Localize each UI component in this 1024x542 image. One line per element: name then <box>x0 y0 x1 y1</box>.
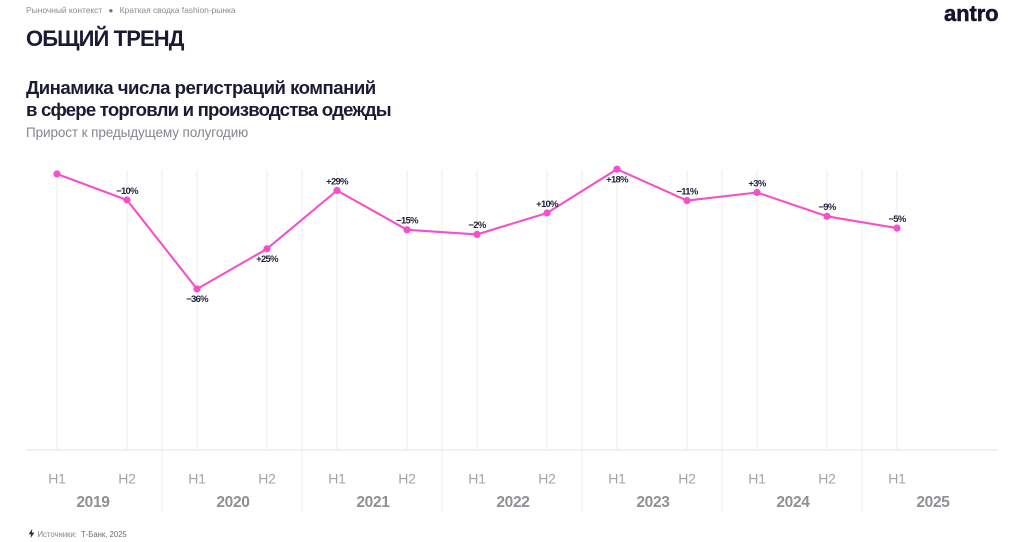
svg-text:H1: H1 <box>608 471 626 487</box>
svg-text:2021: 2021 <box>356 494 390 511</box>
svg-text:−9%: −9% <box>818 202 836 213</box>
svg-text:2024: 2024 <box>776 494 810 511</box>
svg-text:H1: H1 <box>48 471 66 487</box>
svg-text:−11%: −11% <box>676 186 698 197</box>
svg-text:H2: H2 <box>398 471 416 487</box>
svg-text:H2: H2 <box>258 471 276 487</box>
svg-text:−36%: −36% <box>186 294 209 305</box>
svg-text:+25%: +25% <box>256 254 279 265</box>
svg-text:H1: H1 <box>328 471 346 487</box>
svg-text:2025: 2025 <box>916 494 950 511</box>
svg-text:−10%: −10% <box>116 186 139 197</box>
svg-text:2020: 2020 <box>216 494 249 511</box>
svg-text:−2%: −2% <box>468 220 486 231</box>
svg-text:H2: H2 <box>678 471 696 487</box>
svg-text:+3%: +3% <box>748 178 766 189</box>
svg-text:2023: 2023 <box>636 494 670 511</box>
svg-text:−15%: −15% <box>396 216 419 227</box>
svg-text:H1: H1 <box>888 471 906 487</box>
svg-text:+10%: +10% <box>536 199 559 210</box>
svg-text:+18%: +18% <box>606 174 629 185</box>
svg-text:H2: H2 <box>538 471 556 487</box>
svg-text:H2: H2 <box>118 471 136 487</box>
svg-text:+29%: +29% <box>326 176 349 187</box>
svg-text:−5%: −5% <box>888 214 906 225</box>
svg-text:H1: H1 <box>188 471 206 487</box>
svg-text:H1: H1 <box>468 471 486 487</box>
svg-text:2022: 2022 <box>496 494 529 511</box>
svg-text:2019: 2019 <box>76 494 110 511</box>
svg-text:H1: H1 <box>748 471 766 487</box>
svg-text:H2: H2 <box>818 471 836 487</box>
